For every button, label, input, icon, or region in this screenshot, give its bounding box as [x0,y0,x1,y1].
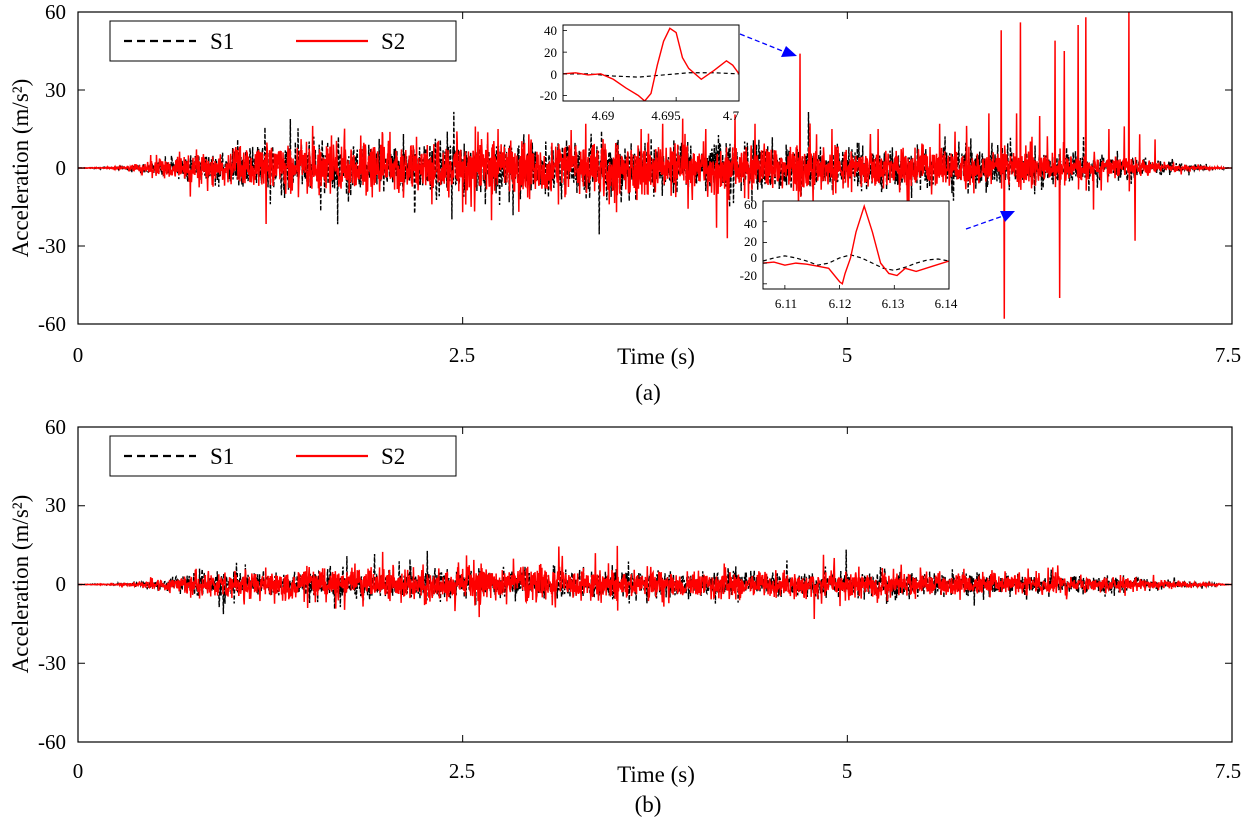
panel-a-ticks [77,11,1233,325]
inset-1-frame [562,24,740,102]
panel-a-caption: (a) [635,380,661,405]
inset-2-frame [762,200,950,290]
panel-a-ytick-label: -60 [38,312,66,336]
panel-a-ytick-label: -30 [38,234,66,258]
inset-1-ytick-label: 0 [551,67,558,82]
panel-b-xtick-label: 0 [73,759,84,783]
inset-2-ytick-label: 40 [744,216,757,231]
inset-1-xtick-label: 4.69 [592,108,615,123]
inset-2-series [763,203,949,286]
panel-a-ytick-label: 0 [56,156,67,180]
panel-b-ylabel: Acceleration (m/s²) [8,495,33,674]
panel-a-xtick-label: 2.5 [449,343,475,367]
inset-1-xtick-label: 4.695 [651,108,680,123]
panel-b-ytick-label: 60 [45,415,66,439]
panel-a-ytick-label: 30 [45,78,66,102]
inset-1-series-s2-line [563,27,739,101]
panel-b-plot-area [78,545,1232,619]
panel-b: 60 30 0 -30 -60 0 2.5 5 7.5 Time (s) Acc… [8,415,1241,817]
inset-2-pointer-arrow-line [965,215,1004,230]
panel-a-plot-area [78,12,1232,319]
inset-2-series-s2-line [763,203,949,286]
inset-1-pointer-arrow-head [781,46,797,57]
panel-b-xtick-label: 7.5 [1215,759,1241,783]
panel-b-xtick-label: 2.5 [449,759,475,783]
inset-2-ytick-label: 20 [744,234,757,249]
inset-1: 40 20 0 -20 4.69 4.695 4.7 [540,23,740,123]
inset-1-pointer-arrow-line [739,33,786,53]
panel-b-ticks [77,426,1233,743]
inset-2-xtick-label: 6.13 [882,296,905,311]
panel-b-series-s2-line [78,545,1232,619]
panel-b-legend-label-s1: S1 [210,444,234,469]
inset-1-ticks [563,30,740,101]
inset-1-ytick-label: 20 [544,45,557,60]
panel-b-ytick-label: 30 [45,493,66,517]
inset-1-ytick-label: -20 [540,88,557,103]
inset-1-pointer-arrow [739,33,797,57]
inset-2-series-s1-line [763,254,949,271]
panel-b-xtick-label: 5 [842,759,853,783]
inset-2-xtick-label: 6.12 [829,296,852,311]
panel-a-ylabel: Acceleration (m/s²) [8,79,33,258]
inset-1-xtick-label: 4.7 [723,108,740,123]
panel-b-xlabel: Time (s) [617,762,695,787]
panel-b-legend-label-s2: S2 [381,444,405,469]
panel-a-xtick-label: 5 [842,343,853,367]
panel-a-xtick-label: 7.5 [1215,343,1241,367]
inset-1-ytick-label: 40 [544,23,557,38]
inset-1-series [563,27,739,101]
panel-b-series-layer [78,545,1232,619]
inset-2-ytick-label: 60 [744,197,757,212]
panel-a-legend-label-s2: S2 [381,29,405,54]
panel-a: 60 30 0 -30 -60 0 2.5 5 7.5 Time (s) Acc… [8,0,1241,405]
panel-b-legend: S1 S2 [109,435,457,477]
inset-2-ytick-label: 0 [751,250,758,265]
panel-a-xlabel: Time (s) [617,344,695,369]
inset-2-pointer-arrow-head [1000,211,1015,222]
inset-2-ticks [763,200,950,289]
inset-2-background [763,201,949,289]
inset-2: 60 40 20 0 -20 6.11 6.12 6.13 6.14 [740,197,958,311]
inset-2-xtick-label: 6.11 [775,296,797,311]
inset-2-pointer-arrow [965,211,1015,230]
panel-a-xtick-label: 0 [73,343,84,367]
panel-a-legend: S1 S2 [109,20,457,62]
panel-b-caption: (b) [635,792,662,817]
panel-b-ytick-label: -60 [38,730,66,754]
panel-b-ytick-label: 0 [56,572,67,596]
inset-1-background [563,25,739,101]
inset-2-xtick-label: 6.14 [935,296,958,311]
panel-a-series-s2-line [78,12,1232,319]
panel-b-ytick-label: -30 [38,651,66,675]
panel-a-legend-label-s1: S1 [210,29,234,54]
panel-a-ytick-label: 60 [45,0,66,24]
inset-2-ytick-label: -20 [740,268,757,283]
panel-a-series-layer [78,12,1232,319]
